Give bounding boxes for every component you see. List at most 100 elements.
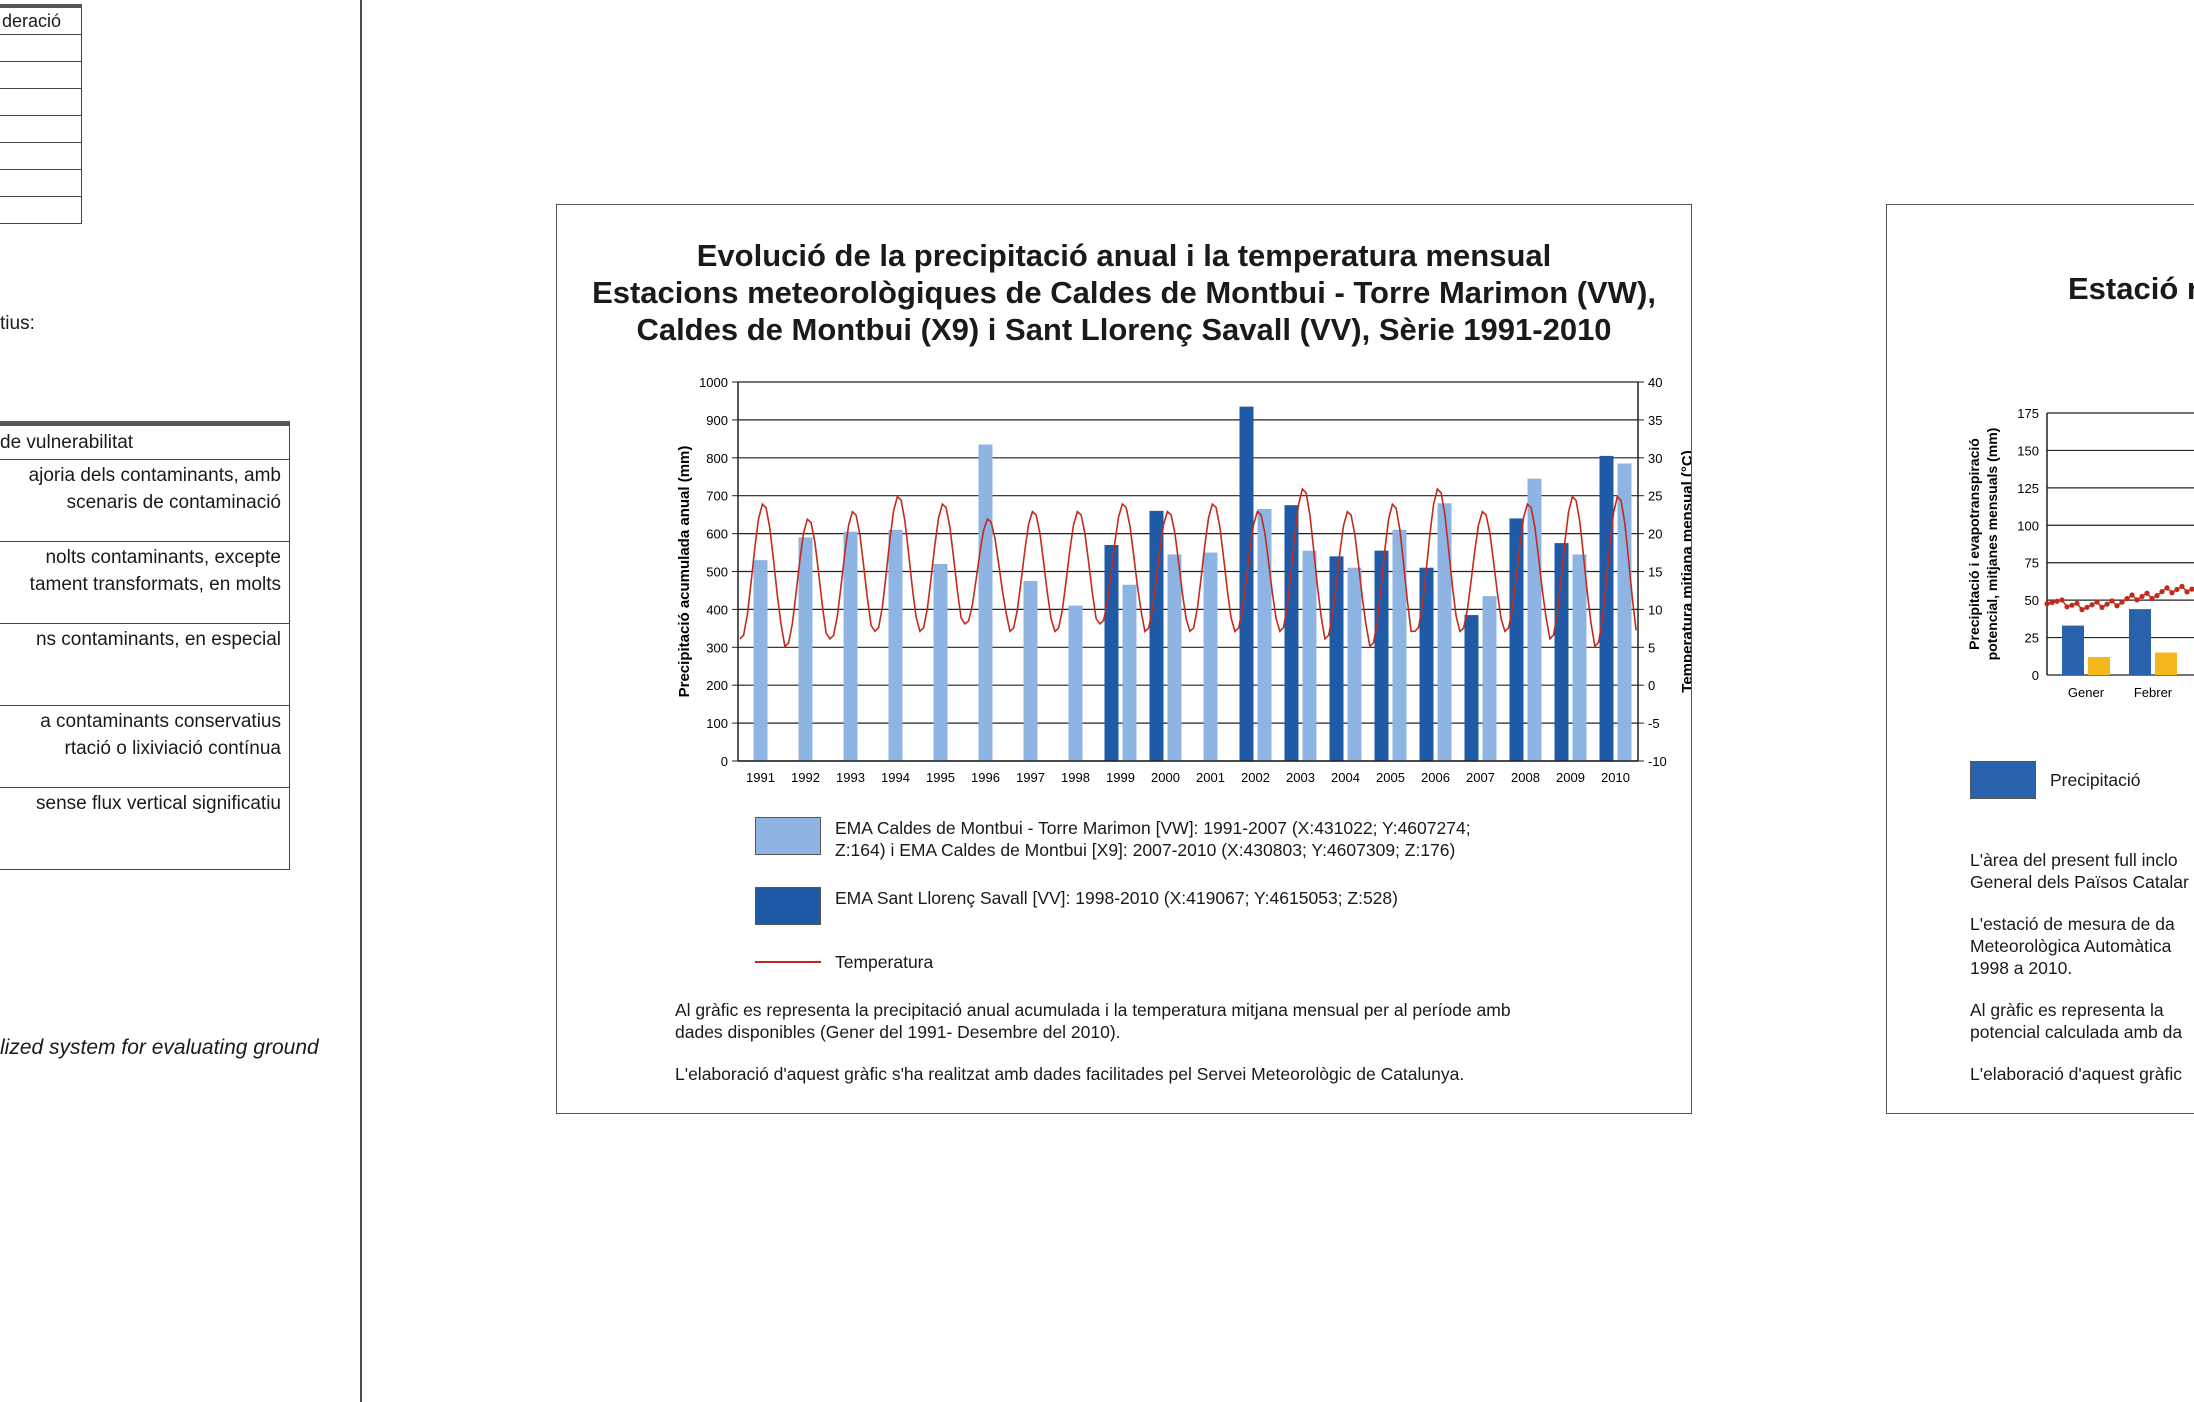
chart-title-line-1: Evolució de la precipitació anual i la t…: [696, 238, 1552, 273]
right-temperature-point: [2084, 604, 2090, 610]
y2-tick-label: 10: [1648, 602, 1662, 617]
right-text: L'àrea del present full inclo: [1970, 850, 2178, 870]
y2-tick-label: 5: [1648, 640, 1655, 655]
legend-swatch-light: [755, 817, 821, 855]
right-temperature-point: [2139, 593, 2145, 600]
left-table-row: [0, 197, 82, 224]
bar-light: [1203, 552, 1218, 761]
chart-title-line-3: Caldes de Montbui (X9) i Sant Llorenç Sa…: [636, 312, 1612, 347]
vulnerability-table: de vulnerabilitat ajoria dels contaminan…: [0, 421, 290, 870]
right-temperature-point: [2159, 589, 2165, 595]
bar-light: [1347, 567, 1362, 761]
right-y-tick-label: 100: [2017, 518, 2039, 533]
left-table-row: [0, 89, 82, 116]
y2-tick-label: 30: [1648, 451, 1662, 466]
row-text: sense flux vertical significatiu: [36, 793, 281, 814]
y-tick-label: 400: [706, 602, 728, 617]
right-legend-precip: Precipitació: [2050, 770, 2141, 790]
x-tick-label: 1993: [836, 770, 865, 785]
right-temperature-point: [2154, 593, 2160, 599]
y-tick-label: 500: [706, 565, 728, 580]
bar-light: [888, 529, 903, 761]
bar-light: [1392, 529, 1407, 761]
row-text: a contaminants conservatius: [40, 711, 281, 732]
row-text: ajoria dels contaminants, amb: [28, 465, 281, 486]
legend-light-line-1: EMA Caldes de Montbui - Torre Marimon [V…: [835, 818, 1471, 838]
left-table-row: [0, 62, 82, 89]
right-temperature-point: [2074, 600, 2080, 606]
right-y-axis-title-1: Precipitació i evapotranspiració: [1966, 438, 1982, 650]
right-temperature-point: [2134, 597, 2140, 603]
bar-light: [1122, 584, 1137, 761]
right-temperature-point: [2064, 604, 2070, 610]
bar-dark: [1554, 543, 1569, 761]
vulnerability-row: sense flux vertical significatiu: [0, 788, 289, 870]
y2-tick-label: 35: [1648, 413, 1662, 428]
bar-dark: [1509, 518, 1524, 761]
right-temperature-point: [2044, 601, 2050, 607]
bar-light: [1068, 605, 1083, 761]
y-tick-label: 900: [706, 413, 728, 428]
vulnerability-table-header: de vulnerabilitat: [0, 426, 289, 460]
row-text: nolts contaminants, excepte: [45, 547, 281, 568]
y2-tick-label: 20: [1648, 527, 1662, 542]
right-temperature-point: [2179, 583, 2185, 589]
right-y-tick-label: 0: [2032, 668, 2039, 683]
x-tick-label: 2006: [1421, 770, 1450, 785]
left-table-row: [0, 35, 82, 62]
right-y-tick-label: 50: [2025, 593, 2039, 608]
right-bar-etp: [2155, 652, 2177, 675]
bar-light: [1617, 463, 1632, 761]
x-tick-label: 1998: [1061, 770, 1090, 785]
temperature-line: [739, 487, 1637, 649]
right-temperature-point: [2124, 595, 2130, 602]
right-y-tick-label: 175: [2017, 406, 2039, 421]
legend-light-line-2: Z:164) i EMA Caldes de Montbui [X9]: 200…: [835, 840, 1456, 860]
left-table-row: [0, 143, 82, 170]
y-tick-label: 800: [706, 451, 728, 466]
bar-dark: [1284, 505, 1299, 761]
right-temperature-point: [2104, 601, 2110, 607]
right-temperature-point: [2129, 592, 2135, 598]
y2-tick-label: 40: [1648, 375, 1662, 390]
x-tick-label: 1997: [1016, 770, 1045, 785]
left-table-row: [0, 116, 82, 143]
right-temperature-point: [2069, 602, 2075, 608]
vulnerability-row: ajoria dels contaminants, amb scenaris d…: [0, 460, 289, 542]
right-temperature-point: [2169, 590, 2175, 596]
x-tick-label: 2003: [1286, 770, 1315, 785]
right-text: 1998 a 2010.: [1970, 958, 2073, 978]
bar-light: [1572, 554, 1587, 761]
right-temperature-point: [2094, 599, 2100, 605]
right-y-tick-label: 75: [2025, 556, 2039, 571]
bar-light: [978, 444, 993, 761]
bar-dark: [1599, 455, 1614, 761]
right-temperature-point: [2119, 599, 2125, 605]
vulnerability-row: a contaminants conservatius rtació o lix…: [0, 706, 289, 788]
right-temperature-point: [2114, 603, 2120, 609]
center-chart-panel: Evolució de la precipitació anual i la t…: [556, 204, 1692, 1114]
x-tick-label: 2000: [1151, 770, 1180, 785]
row-text: rtació o lixiviació contínua: [64, 738, 282, 759]
legend-swatch-temperature: [755, 961, 821, 963]
bar-light: [753, 560, 768, 761]
x-tick-label: 2005: [1376, 770, 1405, 785]
bar-light: [1167, 554, 1182, 761]
right-temperature-point: [2079, 607, 2085, 613]
chart-note-2: L'elaboració d'aquest gràfic s'ha realit…: [675, 1064, 1465, 1084]
bar-light: [933, 563, 948, 761]
row-text: tament transformats, en molts: [29, 574, 281, 595]
x-tick-label: 1995: [926, 770, 955, 785]
x-tick-label: 1994: [881, 770, 910, 785]
right-temperature-point: [2059, 597, 2065, 603]
right-y-tick-label: 25: [2025, 631, 2039, 646]
right-chart-title: Estació r: [2068, 271, 2194, 306]
legend-swatch-dark: [755, 887, 821, 925]
x-tick-label: 1996: [971, 770, 1000, 785]
right-temperature-point: [2174, 586, 2180, 593]
x-tick-label: 1999: [1106, 770, 1135, 785]
right-temperature-point: [2144, 590, 2150, 596]
right-bar-etp: [2088, 657, 2110, 675]
right-text: Meteorològica Automàtica: [1970, 936, 2172, 956]
right-chart-panel: Estació r 0 25 50 75 100 125 150 175 Precipitaci…: [1886, 204, 2194, 1114]
